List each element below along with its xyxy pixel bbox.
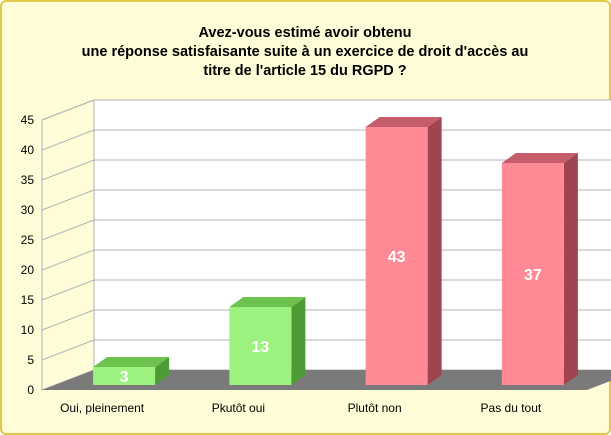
y-tick-label: 15 <box>21 293 35 307</box>
bar-top <box>93 357 170 367</box>
y-tick-label: 35 <box>21 173 35 187</box>
x-category-label: Pkutôt oui <box>212 401 265 415</box>
y-tick-label: 10 <box>21 323 35 337</box>
bar-top <box>365 117 442 127</box>
side-wall <box>41 99 95 391</box>
bar <box>365 127 428 385</box>
chart-title-line-1: Avez-vous estimé avoir obtenu <box>199 25 412 41</box>
bar-data-label: 43 <box>388 249 406 266</box>
bar-data-label: 13 <box>251 339 269 356</box>
gridline <box>41 249 611 271</box>
bar <box>229 307 292 385</box>
chart-title-line-2: une réponse satisfaisante suite à un exe… <box>82 44 529 60</box>
plot-area: 0 5 10 15 20 25 30 35 40 45 3 Oui, pleinement 13 Pkut… <box>21 99 611 415</box>
x-category-label: Plutôt non <box>348 401 402 415</box>
bar-side <box>291 297 306 385</box>
bar-data-label: 37 <box>524 267 542 284</box>
y-tick-label: 20 <box>21 263 35 277</box>
bar-data-label: 3 <box>120 369 129 386</box>
bar-side <box>563 153 578 385</box>
bar-side <box>427 117 442 385</box>
bar <box>93 367 156 385</box>
gridline <box>41 189 611 211</box>
chart-title-line-3: titre de l'article 15 du RGPD ? <box>203 63 406 79</box>
y-tick-label: 40 <box>21 143 35 157</box>
gridline <box>41 159 611 181</box>
gridline <box>41 339 611 361</box>
y-tick-label: 30 <box>21 203 35 217</box>
gridline <box>41 129 611 151</box>
floor <box>42 370 611 390</box>
x-category-label: Oui, pleinement <box>60 401 145 415</box>
y-tick-label: 5 <box>27 353 34 367</box>
x-category-label: Pas du tout <box>481 401 542 415</box>
gridline <box>41 309 611 331</box>
bar-top <box>501 153 578 163</box>
gridline <box>41 219 611 241</box>
y-tick-label: 0 <box>27 383 34 397</box>
bar-top <box>229 297 306 307</box>
bar <box>501 163 564 385</box>
y-tick-label: 25 <box>21 233 35 247</box>
y-tick-label: 45 <box>21 113 35 127</box>
bar-side <box>155 357 170 385</box>
gridline <box>41 279 611 301</box>
gridline <box>41 99 611 121</box>
